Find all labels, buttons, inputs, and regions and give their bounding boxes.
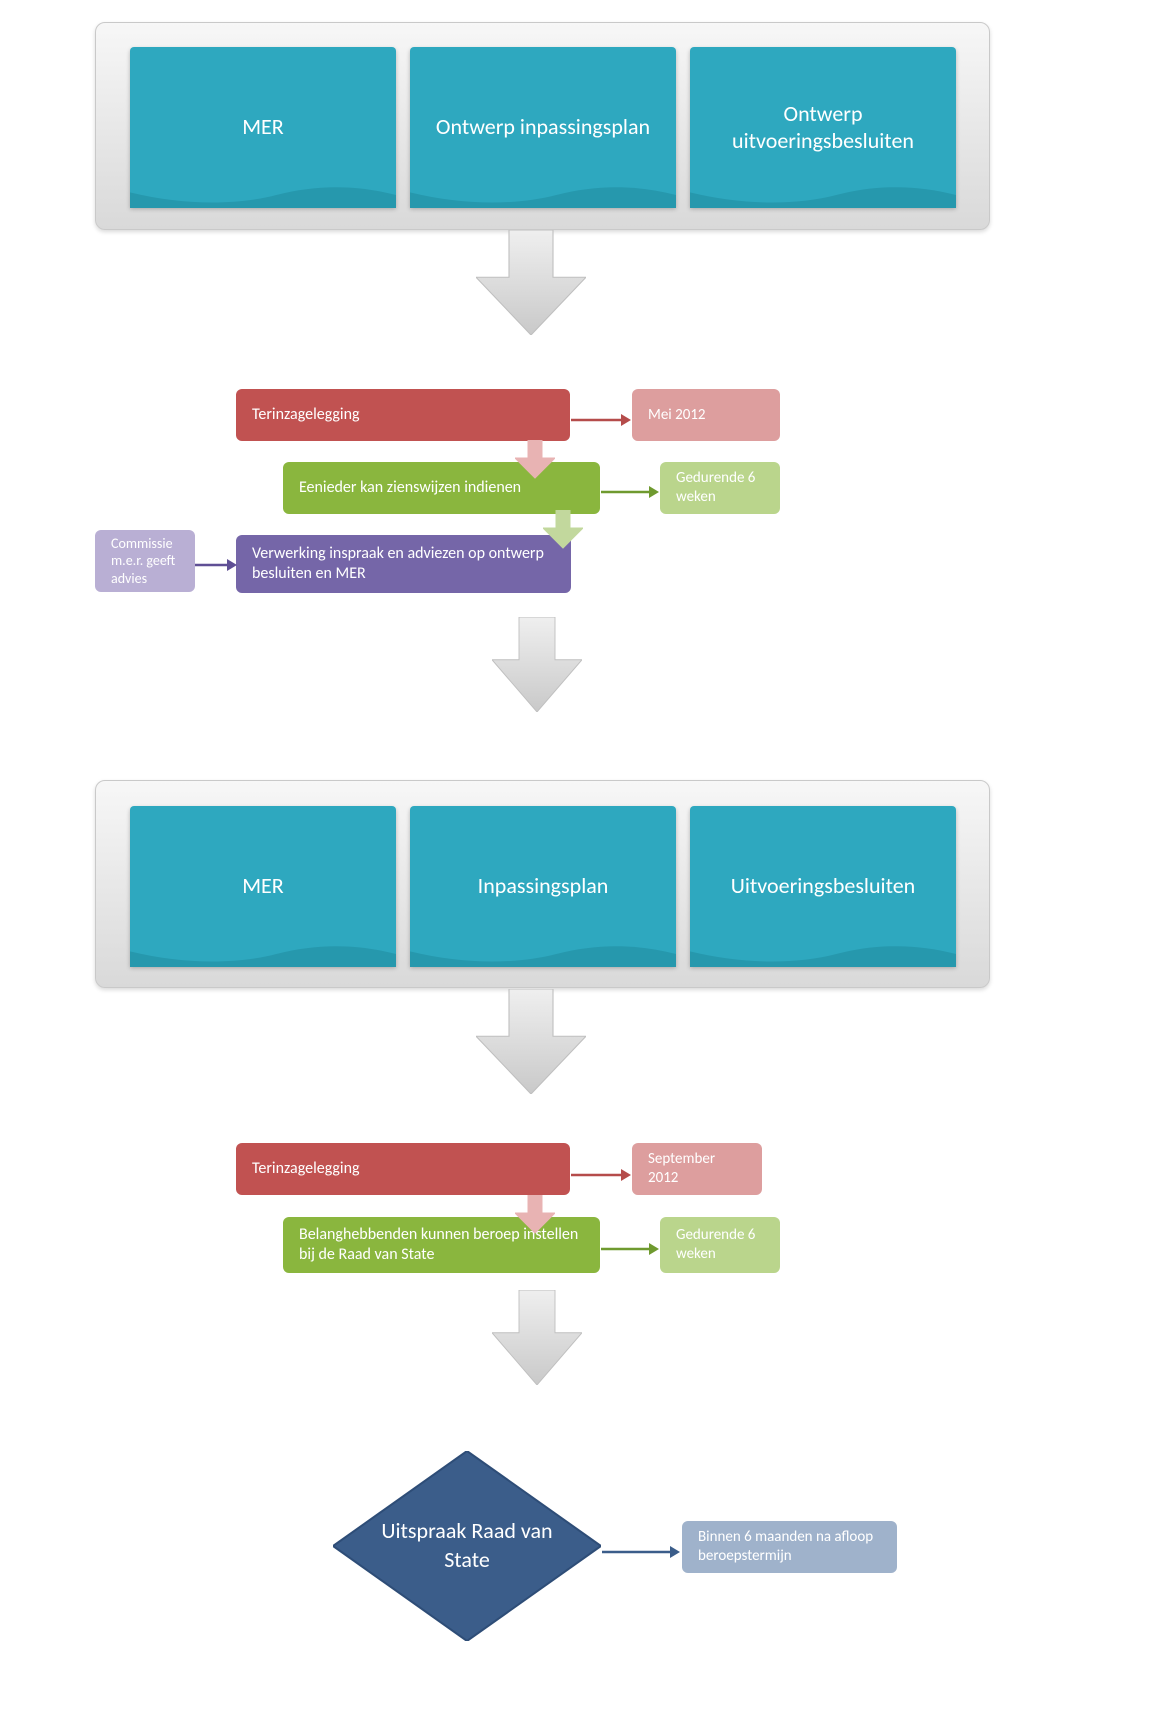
rect-label: Gedurende 6 weken	[676, 1226, 764, 1264]
wave-box-label: MER	[242, 113, 284, 141]
rect-r1b: Mei 2012	[632, 389, 780, 441]
rect-label: Verwerking inspraak en adviezen op ontwe…	[252, 544, 555, 584]
wave-box-label: MER	[242, 872, 284, 900]
wave-box-label: Uitvoeringsbesluiten	[731, 872, 915, 900]
small-arrow-s2	[543, 510, 583, 550]
rect-r3b: Commissie m.e.r. geeft advies	[95, 530, 195, 592]
rect-r4: Terinzagelegging	[236, 1143, 570, 1195]
wave-box-w6: Uitvoeringsbesluiten	[690, 806, 956, 966]
rect-label: Commissie m.e.r. geeft advies	[111, 535, 179, 588]
wave-box-w2: Ontwerp inpassingsplan	[410, 47, 676, 207]
h-arrow-h4	[571, 1168, 631, 1182]
rect-label: Eenieder kan zienswijzen indienen	[299, 478, 521, 498]
rect-label: Gedurende 6 weken	[676, 469, 764, 507]
rect-r5b: Gedurende 6 weken	[660, 1217, 780, 1273]
diamond-uitspraak: Uitspraak Raad van State	[333, 1451, 601, 1641]
h-arrow-h1	[571, 413, 631, 427]
big-arrow-a3	[476, 989, 586, 1094]
diagram-stage: MER Ontwerp inpassingsplan Ontwerp uitvoer…	[0, 0, 1162, 1711]
h-arrow-h6	[602, 1545, 680, 1559]
rect-r6b: Binnen 6 maanden na afloop beroepstermij…	[682, 1521, 897, 1573]
big-arrow-a4	[492, 1290, 582, 1385]
rect-label: Mei 2012	[648, 406, 706, 425]
rect-label: Terinzagelegging	[252, 1159, 360, 1179]
h-arrow-h2	[601, 485, 659, 499]
rect-r2b: Gedurende 6 weken	[660, 462, 780, 514]
rect-r3: Verwerking inspraak en adviezen op ontwe…	[236, 535, 571, 593]
h-arrow-h3	[195, 558, 237, 572]
h-arrow-h5	[601, 1242, 659, 1256]
small-arrow-s1	[515, 440, 555, 480]
wave-box-label: Ontwerp uitvoeringsbesluiten	[704, 100, 942, 155]
diamond-label: Uitspraak Raad van State	[333, 1451, 601, 1641]
big-arrow-a2	[492, 617, 582, 712]
small-arrow-s3	[515, 1195, 555, 1235]
wave-box-label: Inpassingsplan	[478, 872, 609, 900]
wave-box-w3: Ontwerp uitvoeringsbesluiten	[690, 47, 956, 207]
wave-box-w1: MER	[130, 47, 396, 207]
big-arrow-a1	[476, 230, 586, 335]
wave-box-w5: Inpassingsplan	[410, 806, 676, 966]
wave-box-label: Ontwerp inpassingsplan	[436, 113, 650, 141]
rect-r4b: September 2012	[632, 1143, 762, 1195]
rect-label: September 2012	[648, 1150, 746, 1188]
rect-label: Terinzagelegging	[252, 405, 360, 425]
rect-r1: Terinzagelegging	[236, 389, 570, 441]
wave-box-w4: MER	[130, 806, 396, 966]
rect-label: Binnen 6 maanden na afloop beroepstermij…	[698, 1528, 881, 1566]
